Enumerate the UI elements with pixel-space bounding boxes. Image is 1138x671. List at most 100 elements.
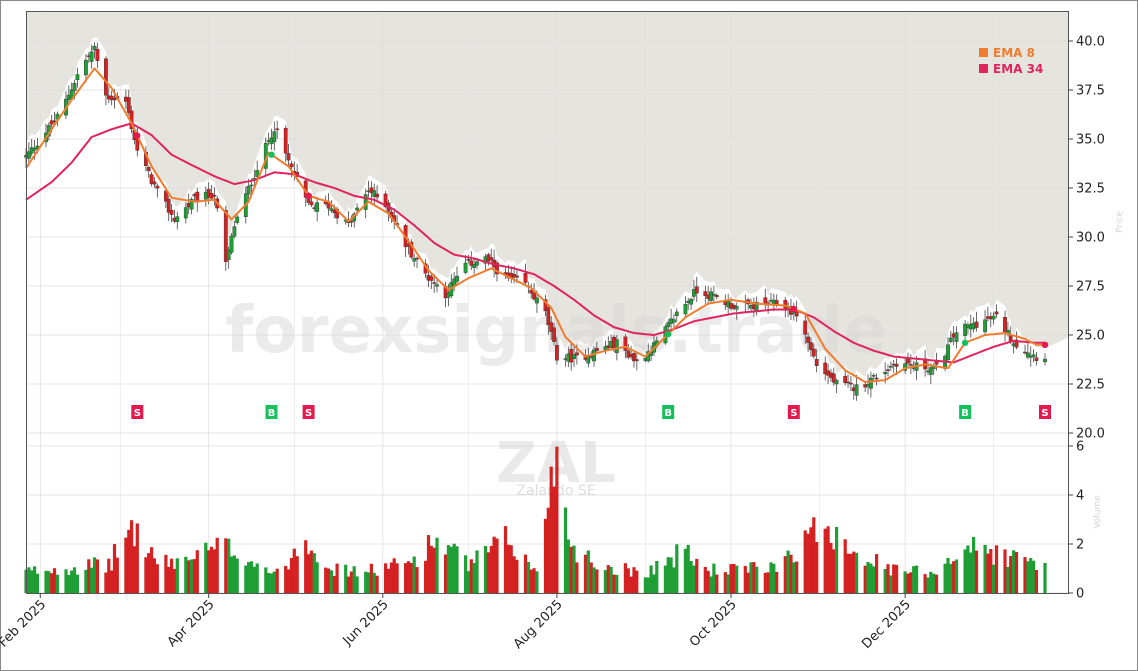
price-axis-ticks: 40.0 37.5 35.0 32.5 30.0 27.5 25.0 22.5 20.0 [1068,35,1105,442]
volume-bar [84,569,88,593]
volume-bar [529,569,533,593]
candle-body [515,275,519,278]
volume-bar [355,576,359,593]
candlestick [634,351,639,371]
volume-bar [446,545,450,593]
candlestick [272,121,277,151]
volume-bar [369,563,373,593]
volume-bar [775,571,779,593]
candle-body [146,167,151,172]
candle-body [152,181,157,185]
volume-bar [30,570,34,593]
legend-ema34-label: EMA 34 [993,62,1043,76]
signal-dot [790,305,797,313]
volume-bar [209,546,214,593]
volume-bar [595,569,599,593]
volume-bar [795,561,799,593]
candle-body [472,264,476,268]
volume-bar [915,565,919,593]
candlestick [595,341,599,354]
candle-body [92,46,97,51]
volume-bar [135,523,139,593]
candlestick [709,287,713,304]
volume-bar [909,572,913,593]
volume-bar [509,545,513,593]
candle-body [83,59,88,76]
candlestick [212,187,217,206]
volume-bar [932,573,936,593]
volume-bar [723,572,727,593]
candlestick [472,257,476,275]
volume-bar [954,559,959,593]
volume-bar [972,537,976,593]
candle-body [246,185,251,195]
candle-body [226,249,231,261]
volume-bar [110,570,114,593]
volume-bar [269,573,274,593]
volume-bar [1043,563,1047,593]
volume-bar [255,563,259,593]
signal-buy: B [662,331,675,419]
ema-lines [25,67,1045,383]
volume-bar [649,565,653,593]
candle-body [475,261,479,266]
volume-bar [289,558,294,593]
volume-bar [344,564,348,593]
volume-bar [523,554,528,593]
candlestick [283,125,288,162]
volume-bar [107,558,111,593]
candlestick [529,283,534,299]
candle-body [349,221,354,223]
volume-tick-label: 0 [1076,587,1084,602]
candlestick [831,367,836,386]
candlestick [889,361,893,371]
candlestick [928,363,933,385]
candle-body [803,320,808,335]
candle-body [712,294,716,296]
volume-bar [806,533,810,593]
candlestick [703,285,708,304]
volume-bar [346,576,351,593]
volume-bar [535,571,539,593]
candle-body [126,97,131,113]
volume-bar [130,520,134,593]
volume-bar [766,572,770,593]
candlestick [409,239,414,259]
candle-body [946,344,950,361]
volume-bar [167,567,171,593]
volume-bar [855,552,859,593]
volume-bar [623,563,627,593]
candlestick [1043,353,1047,366]
signal-label: B [664,408,672,419]
candle-body [1023,351,1027,354]
volume-bar [903,571,907,593]
signal-badge [662,405,675,419]
volume-bar [569,546,573,593]
candlestick [846,374,851,388]
signal-dot [305,192,312,199]
candle-body [869,377,873,389]
candle-body [315,202,319,212]
candlestick [674,308,679,323]
volume-bar [583,554,588,593]
candle-body [95,49,100,61]
volume-bar [549,466,553,593]
candle-body [874,377,879,380]
candle-body [489,257,494,260]
volume-bar [252,566,256,593]
volume-bar [572,545,576,593]
candle-body [89,51,94,62]
ema34-line [25,122,1045,364]
volume-bar [175,558,179,593]
volume-bar [752,562,756,593]
candle-body [592,349,596,362]
volume-bar [452,543,456,593]
volume-bar [335,563,339,593]
candle-body [435,284,439,287]
volume-bar [50,573,54,593]
candle-body [809,342,813,350]
candle-body [854,384,859,396]
candle-body [674,311,679,316]
